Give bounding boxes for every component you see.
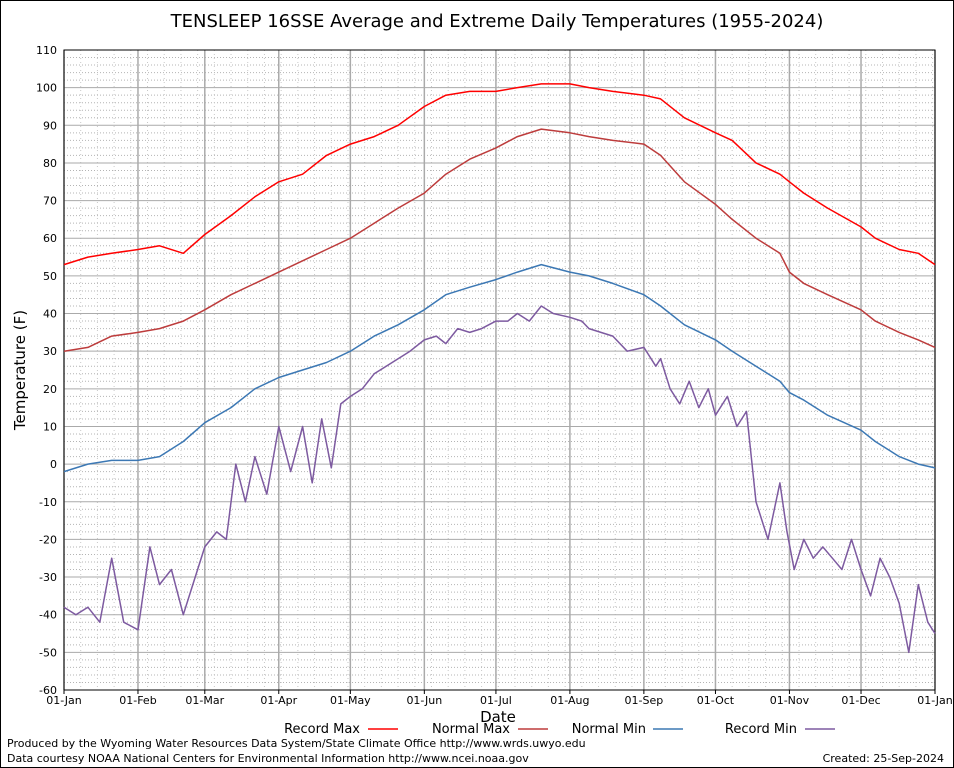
y-axis-label: Temperature (F) xyxy=(11,310,29,431)
y-tick-label: -60 xyxy=(39,684,57,697)
credit-line-2: Data courtesy NOAA National Centers for … xyxy=(7,752,529,765)
x-tick-label: 01-Mar xyxy=(185,694,224,707)
normal-min-line xyxy=(63,263,936,473)
legend-label-record-min: Record Min xyxy=(725,722,797,737)
x-tick-label: 01-Sep xyxy=(625,694,664,707)
plot-border xyxy=(63,49,936,691)
y-tick-label: -20 xyxy=(39,533,57,546)
y-tick-label: 70 xyxy=(43,195,57,208)
created-date: Created: 25-Sep-2024 xyxy=(822,752,944,765)
x-tick-label: 01-Jan xyxy=(46,694,82,707)
y-tick-label: -50 xyxy=(39,646,57,659)
legend-label-normal-min: Normal Min xyxy=(572,722,646,737)
y-tick-label: 10 xyxy=(43,420,57,433)
x-tick-label: 01-Jun xyxy=(406,694,442,707)
y-tick-label: 110 xyxy=(36,44,57,57)
x-tick-label: 01-May xyxy=(330,694,371,707)
y-tick-label: 30 xyxy=(43,345,57,358)
x-tick-label: 01-Jul xyxy=(480,694,512,707)
y-tick-label: 60 xyxy=(43,232,57,245)
legend-label-record-max: Record Max xyxy=(284,722,360,737)
legend-label-normal-max: Normal Max xyxy=(432,722,510,737)
x-tick-label: 01-Nov xyxy=(770,694,810,707)
x-tick-label: 01-Dec xyxy=(841,694,880,707)
x-tick-label: 01-Aug xyxy=(550,694,589,707)
y-tick-label: 90 xyxy=(43,119,57,132)
x-tick-label: 01-Oct xyxy=(697,694,735,707)
record-min-line xyxy=(63,305,936,654)
axes: 1101009080706050403020100-10-20-30-40-50… xyxy=(36,44,953,707)
y-tick-label: 20 xyxy=(43,383,57,396)
y-tick-label: -40 xyxy=(39,609,57,622)
x-axis-label: Date xyxy=(480,708,516,726)
normal-max-line xyxy=(63,128,936,352)
y-tick-label: 80 xyxy=(43,157,57,170)
chart-title: TENSLEEP 16SSE Average and Extreme Daily… xyxy=(170,11,824,32)
y-tick-label: -10 xyxy=(39,496,57,509)
x-tick-label: 01-Feb xyxy=(119,694,156,707)
grid xyxy=(63,49,936,691)
x-tick-label: 01-Apr xyxy=(260,694,297,707)
y-tick-label: -30 xyxy=(39,571,57,584)
series-lines xyxy=(63,83,936,654)
y-tick-label: 40 xyxy=(43,308,57,321)
credit-line-1: Produced by the Wyoming Water Resources … xyxy=(7,737,586,750)
y-tick-label: 0 xyxy=(50,458,57,471)
legend: Record Max Normal Max Normal Min Record Min xyxy=(284,722,835,737)
y-tick-label: 50 xyxy=(43,270,57,283)
record-max-line xyxy=(63,83,936,266)
y-tick-label: 100 xyxy=(36,82,57,95)
x-tick-label: 01-Jan xyxy=(917,694,953,707)
